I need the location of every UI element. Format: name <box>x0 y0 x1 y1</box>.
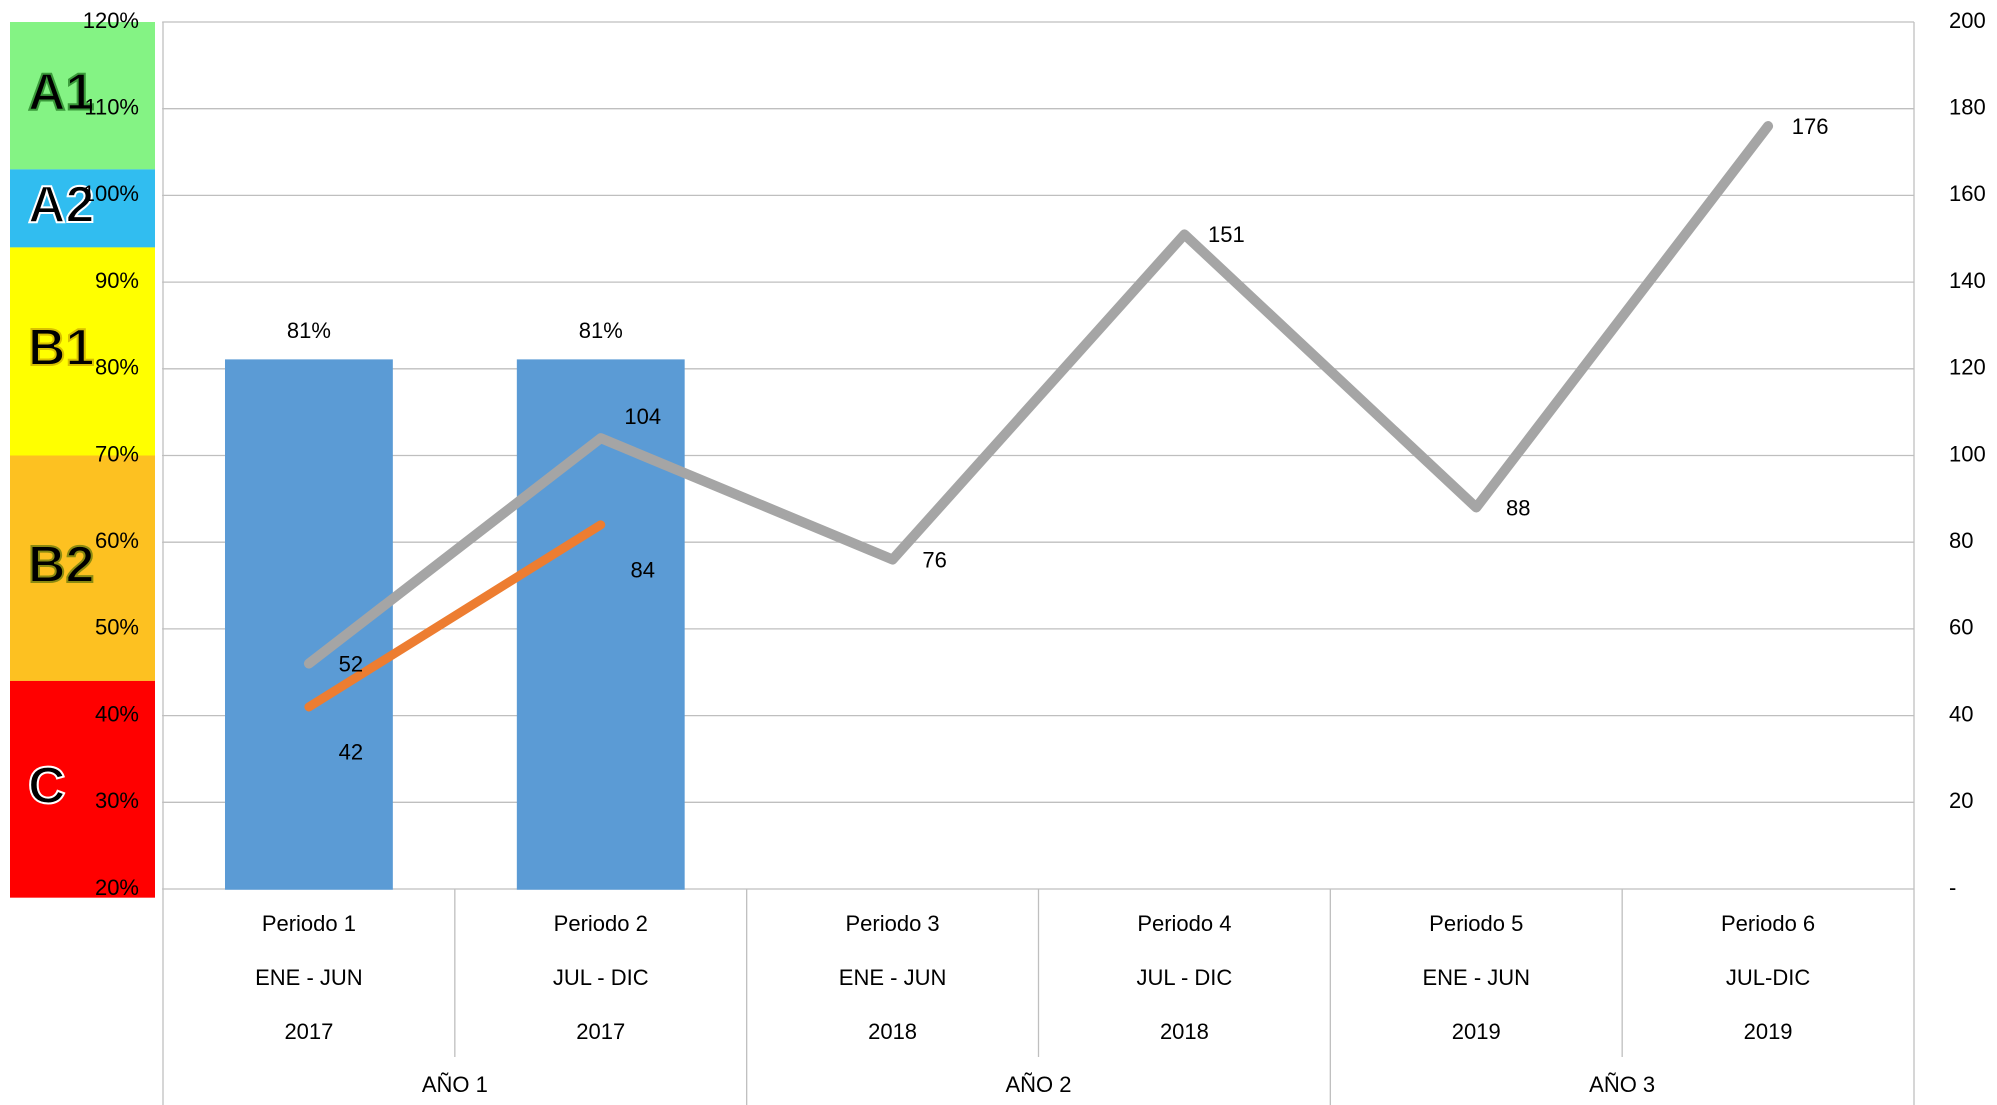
x-group-label: AÑO 3 <box>1589 1072 1655 1097</box>
bar <box>516 359 685 890</box>
line-value-label: 52 <box>339 651 363 676</box>
line-value-label: 84 <box>631 558 655 583</box>
zone-band <box>10 680 155 898</box>
x-sub-label: JUL - DIC <box>553 965 649 990</box>
y2-tick-label: 160 <box>1949 181 1986 206</box>
line-value-label: 88 <box>1506 495 1530 520</box>
y2-tick-label: 140 <box>1949 268 1986 293</box>
x-tick-label: Periodo 2 <box>554 911 648 936</box>
x-tick-label: Periodo 3 <box>845 911 939 936</box>
y-tick-label: 40% <box>95 701 139 726</box>
y-tick-label: 110% <box>84 95 139 120</box>
x-sub-label: JUL - DIC <box>1137 965 1233 990</box>
x-year-label: 2017 <box>576 1019 625 1044</box>
x-tick-label: Periodo 1 <box>262 911 356 936</box>
x-year-label: 2019 <box>1744 1019 1793 1044</box>
zone-band <box>10 22 155 170</box>
zone-label: B2 <box>28 536 94 594</box>
zone-band <box>10 169 155 248</box>
y2-tick-label: 180 <box>1949 95 1986 120</box>
x-year-label: 2017 <box>284 1019 333 1044</box>
line-value-label: 104 <box>624 404 661 429</box>
x-tick-label: Periodo 4 <box>1137 911 1231 936</box>
x-year-label: 2018 <box>1160 1019 1209 1044</box>
y-tick-label: 20% <box>95 875 139 900</box>
y-tick-label: 80% <box>95 355 139 380</box>
y-tick-label: 50% <box>95 615 139 640</box>
x-year-label: 2019 <box>1452 1019 1501 1044</box>
line <box>304 520 606 712</box>
zone-band <box>10 247 155 456</box>
y-tick-label: 90% <box>95 268 139 293</box>
zone-band <box>10 455 155 681</box>
y-tick-label: 70% <box>95 441 139 466</box>
y-tick-label: 30% <box>95 788 139 813</box>
x-tick-label: Periodo 5 <box>1429 911 1523 936</box>
zone-label: C <box>28 757 66 815</box>
line-value-label: 42 <box>339 740 363 765</box>
zone-label: B1 <box>28 319 94 377</box>
y-tick-label: 100% <box>83 181 139 206</box>
line-value-label: 76 <box>922 547 946 572</box>
y2-tick-label: 100 <box>1949 441 1986 466</box>
y2-tick-label: 20 <box>1949 788 1973 813</box>
x-group-label: AÑO 1 <box>422 1072 488 1097</box>
y2-tick-label: 200 <box>1949 8 1986 33</box>
line-value-label: 176 <box>1792 114 1829 139</box>
line <box>303 121 1774 669</box>
zone-label: A1 <box>28 63 94 121</box>
x-year-label: 2018 <box>868 1019 917 1044</box>
y2-tick-label: 120 <box>1949 355 1986 380</box>
y2-tick-label: 40 <box>1949 701 1973 726</box>
zone-label: A2 <box>28 176 94 234</box>
y-tick-label: 60% <box>95 528 139 553</box>
line-value-label: 151 <box>1208 222 1245 247</box>
bar-value-label: 81% <box>579 318 623 343</box>
x-sub-label: ENE - JUN <box>255 965 363 990</box>
y2-tick-label: - <box>1949 875 1956 900</box>
x-sub-label: ENE - JUN <box>1422 965 1530 990</box>
y-tick-label: 120% <box>83 8 139 33</box>
y2-tick-label: 60 <box>1949 615 1973 640</box>
x-sub-label: JUL-DIC <box>1726 965 1810 990</box>
y2-tick-label: 80 <box>1949 528 1973 553</box>
x-group-label: AÑO 2 <box>1005 1072 1071 1097</box>
x-tick-label: Periodo 6 <box>1721 911 1815 936</box>
x-sub-label: ENE - JUN <box>839 965 947 990</box>
bar-value-label: 81% <box>287 318 331 343</box>
